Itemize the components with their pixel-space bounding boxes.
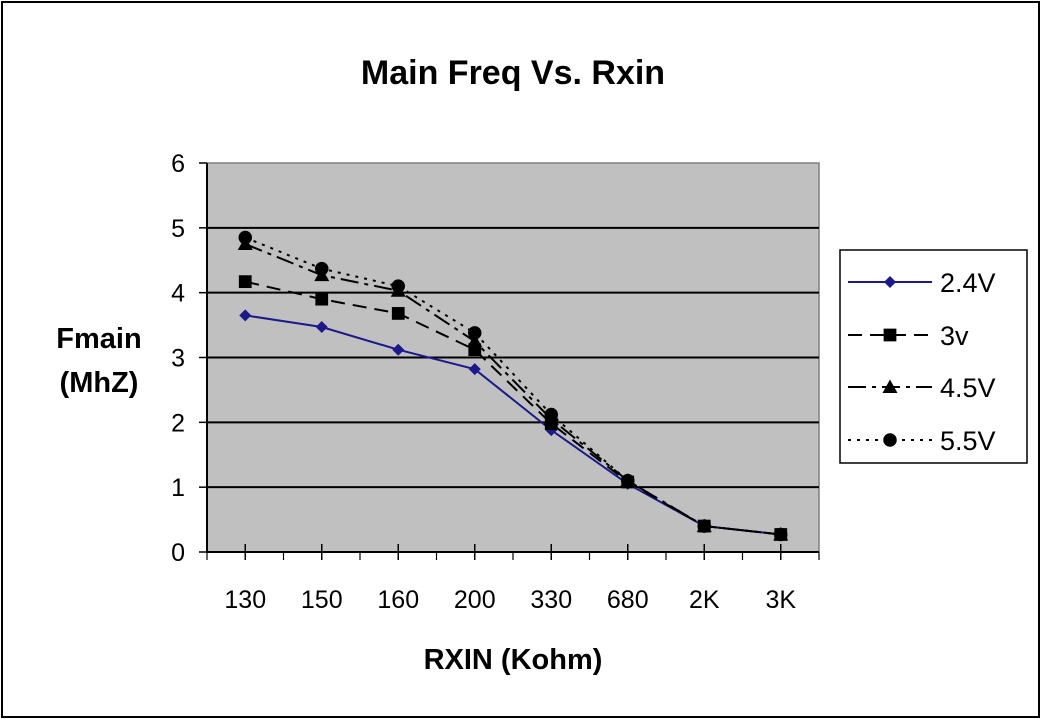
data-point bbox=[774, 527, 788, 542]
y-tick-label: 2 bbox=[171, 409, 185, 437]
y-tick-label: 1 bbox=[171, 474, 185, 502]
series-line bbox=[244, 236, 781, 536]
y-tick-label: 4 bbox=[171, 280, 185, 308]
series-line bbox=[245, 280, 781, 536]
data-point bbox=[621, 473, 635, 488]
axes bbox=[199, 162, 820, 560]
y-tick-label: 3 bbox=[171, 345, 185, 373]
data-point bbox=[315, 321, 328, 334]
x-tick-label: 160 bbox=[377, 586, 419, 614]
y-tick-label: 6 bbox=[171, 150, 185, 178]
x-tick-label: 130 bbox=[224, 586, 266, 614]
data-point bbox=[238, 230, 252, 245]
data-point bbox=[392, 343, 405, 356]
x-tick-label: 680 bbox=[607, 586, 649, 614]
legend-marker bbox=[883, 433, 897, 447]
legend-marker bbox=[883, 328, 897, 342]
y-axis-title-line-2: (MhZ) bbox=[60, 367, 139, 399]
data-point bbox=[391, 307, 405, 320]
data-point bbox=[315, 292, 329, 306]
x-axis-title: RXIN (Kohm) bbox=[424, 644, 603, 676]
legend-marker bbox=[884, 276, 896, 288]
legend: 2.4V 3v 4.5V 5.5V bbox=[839, 249, 1028, 464]
data-point bbox=[468, 326, 482, 340]
data-point bbox=[239, 309, 252, 322]
x-tick-label: 200 bbox=[454, 586, 496, 614]
x-tick-label: 3K bbox=[765, 586, 796, 614]
legend-label: 5.5V bbox=[940, 426, 996, 456]
y-tick-label: 5 bbox=[171, 215, 185, 243]
legend-label: 3v bbox=[940, 321, 969, 351]
legend-label: 2.4V bbox=[940, 268, 996, 298]
gridlines bbox=[207, 226, 819, 489]
data-point bbox=[467, 333, 483, 348]
y-axis-title-line-1: Fmain bbox=[56, 323, 141, 355]
series-layer bbox=[237, 230, 789, 542]
legend-label: 4.5V bbox=[940, 373, 996, 403]
data-point bbox=[391, 279, 405, 293]
legend-box bbox=[839, 249, 1028, 464]
y-tick-labels: 0 1 2 3 4 5 6 bbox=[171, 150, 185, 567]
x-tick-label: 330 bbox=[530, 586, 572, 614]
data-point bbox=[544, 407, 558, 422]
chart-title: Main Freq Vs. Rxin bbox=[361, 54, 665, 92]
data-point bbox=[697, 519, 711, 533]
legend-marker bbox=[882, 379, 898, 393]
data-point bbox=[238, 275, 252, 289]
series-line bbox=[244, 243, 781, 536]
x-tick-label: 2K bbox=[689, 586, 720, 614]
x-tick-labels: 130 150 160 200 330 680 2K 3K bbox=[224, 586, 796, 614]
data-point bbox=[468, 363, 481, 376]
x-tick-label: 150 bbox=[301, 586, 343, 614]
y-tick-label: 0 bbox=[171, 539, 185, 567]
series-5.5V bbox=[238, 230, 788, 542]
data-point bbox=[315, 261, 329, 276]
